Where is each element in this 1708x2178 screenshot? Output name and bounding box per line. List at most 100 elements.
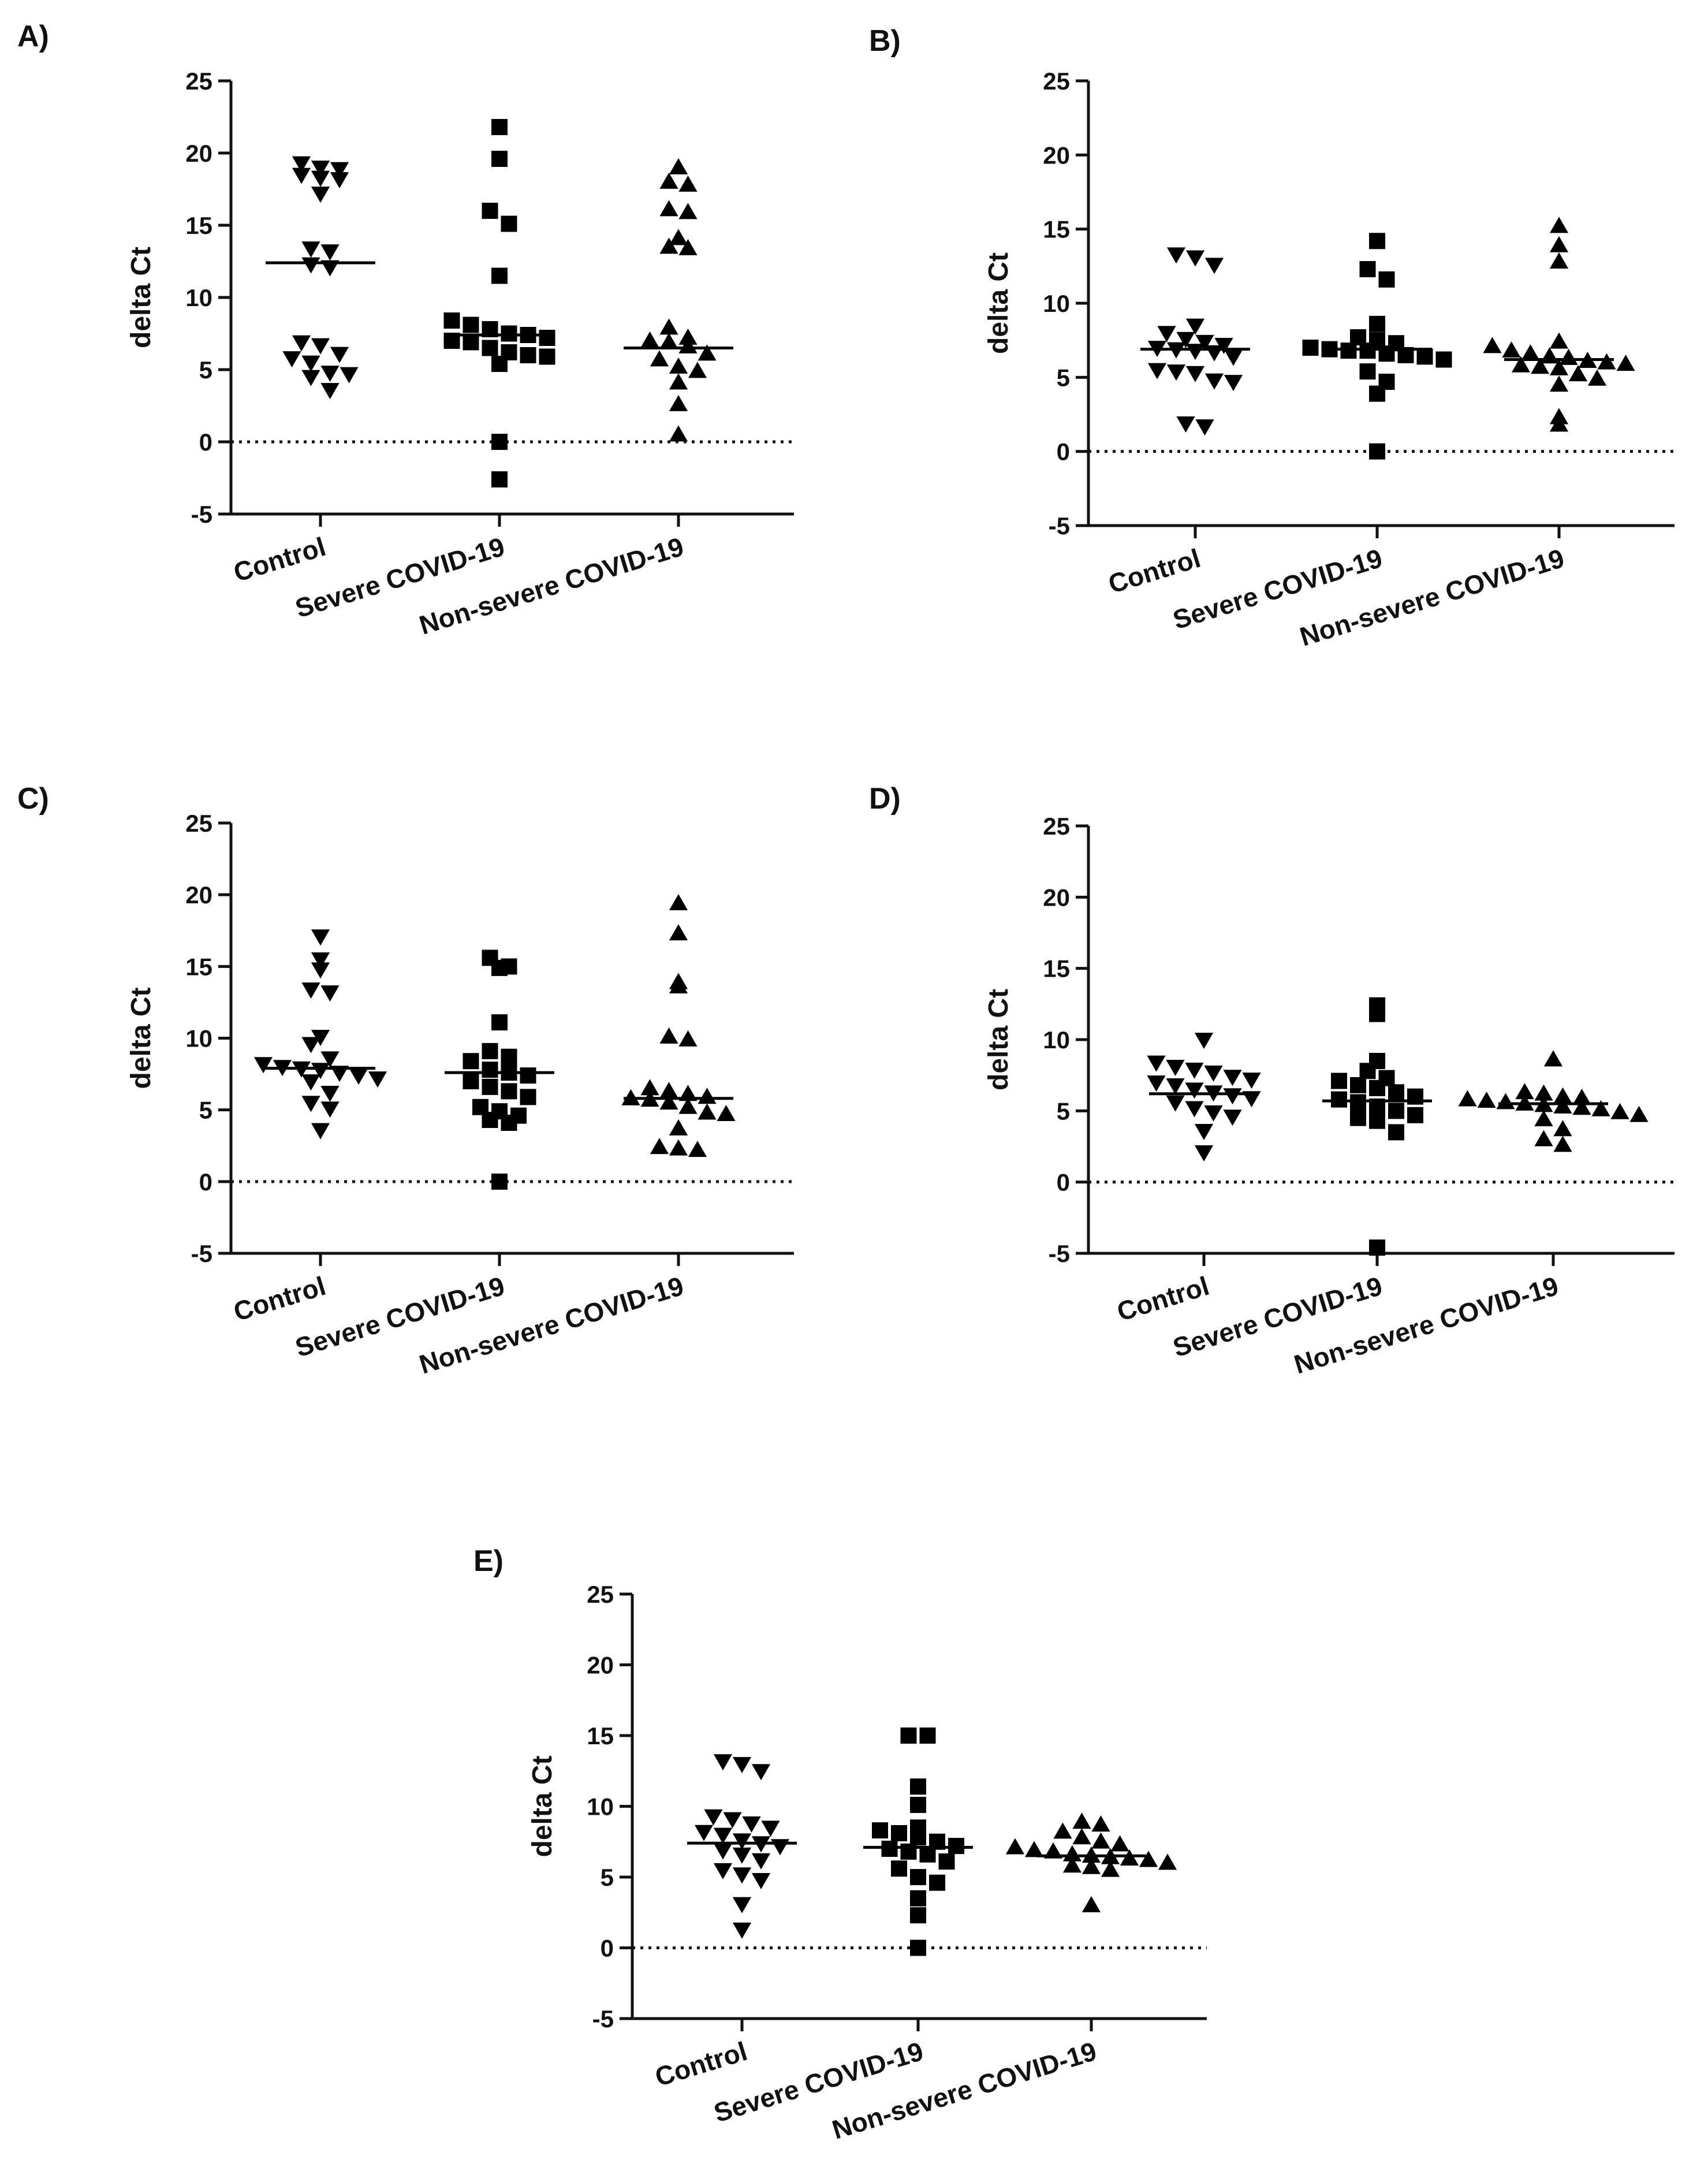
panel-label: A) xyxy=(17,20,49,53)
data-point xyxy=(1147,1055,1166,1072)
y-tick-label: 0 xyxy=(1057,438,1070,466)
data-point xyxy=(482,1043,498,1059)
data-point xyxy=(1388,1124,1404,1141)
series-control xyxy=(1147,1033,1261,1161)
data-point xyxy=(1185,1101,1204,1118)
data-point xyxy=(311,1123,330,1140)
x-category-label: Control xyxy=(1105,543,1204,600)
y-tick-label: 15 xyxy=(1043,955,1070,982)
data-point xyxy=(1072,1812,1091,1829)
data-point xyxy=(1369,443,1385,460)
data-point xyxy=(910,1869,926,1885)
series-severe-covid-19 xyxy=(1322,997,1432,1256)
data-point xyxy=(1072,1828,1091,1845)
data-point xyxy=(732,1922,752,1939)
data-point xyxy=(1194,1123,1214,1140)
data-point xyxy=(1416,348,1433,365)
data-point xyxy=(443,333,460,349)
data-point xyxy=(1157,326,1176,342)
data-point xyxy=(1549,375,1569,392)
data-point xyxy=(1223,1088,1242,1105)
y-tick-label: 0 xyxy=(1057,1169,1070,1196)
data-point xyxy=(751,1764,771,1781)
y-tick-label: 0 xyxy=(199,1168,212,1196)
data-point xyxy=(751,1873,771,1889)
data-point xyxy=(910,1890,926,1907)
data-point xyxy=(669,924,688,941)
data-point xyxy=(698,1103,717,1120)
data-point xyxy=(678,239,698,255)
data-point xyxy=(253,1057,273,1074)
data-point xyxy=(717,1105,736,1122)
data-point xyxy=(713,1827,733,1844)
y-tick-label: 20 xyxy=(185,881,212,909)
data-point xyxy=(659,318,678,335)
data-point xyxy=(320,1051,340,1068)
data-point xyxy=(463,1073,479,1089)
data-point xyxy=(472,1099,488,1115)
data-point xyxy=(520,347,536,363)
data-point xyxy=(1378,271,1395,288)
data-point xyxy=(1166,247,1186,264)
data-point xyxy=(482,950,498,966)
data-point xyxy=(1101,1860,1120,1877)
data-point xyxy=(311,929,330,946)
data-point xyxy=(301,982,320,999)
data-point xyxy=(1369,233,1385,250)
data-point xyxy=(669,1139,688,1156)
y-tick-label: 5 xyxy=(601,1864,614,1891)
data-point xyxy=(669,425,688,442)
y-axis-title: delta Ct xyxy=(983,252,1014,354)
data-point xyxy=(678,328,698,345)
data-point xyxy=(501,958,517,975)
data-point xyxy=(491,1173,508,1190)
series-control xyxy=(1140,247,1250,436)
data-point xyxy=(650,350,669,367)
y-tick-label: 10 xyxy=(185,284,212,311)
data-point xyxy=(463,1053,479,1070)
data-point xyxy=(1369,1239,1385,1256)
data-point xyxy=(770,1839,790,1856)
data-point xyxy=(698,344,717,361)
data-point xyxy=(742,1816,761,1833)
data-point xyxy=(713,1843,733,1860)
y-tick-label: 20 xyxy=(185,140,212,167)
data-point xyxy=(311,187,330,203)
data-point xyxy=(1540,347,1559,364)
data-point xyxy=(650,1138,669,1155)
x-category-label: Control xyxy=(651,2036,751,2093)
data-point xyxy=(1195,419,1214,436)
data-point xyxy=(311,952,330,969)
data-point xyxy=(282,351,301,368)
y-tick-label: 25 xyxy=(1043,813,1070,840)
data-point xyxy=(301,355,320,372)
data-point xyxy=(301,370,320,386)
y-tick-label: 15 xyxy=(1043,216,1070,243)
data-point xyxy=(929,1833,945,1850)
data-point xyxy=(669,1119,688,1135)
data-point xyxy=(1369,332,1385,349)
data-point xyxy=(751,1853,771,1870)
data-point xyxy=(1553,1087,1572,1104)
data-point xyxy=(292,156,311,173)
data-point xyxy=(1369,1098,1385,1115)
series-non-severe-covid-19 xyxy=(624,158,733,442)
data-point xyxy=(1166,1078,1185,1095)
data-point xyxy=(463,317,479,333)
data-point xyxy=(910,1939,926,1956)
y-tick-label: 20 xyxy=(1043,884,1070,911)
data-point xyxy=(330,162,349,178)
data-point xyxy=(1549,359,1569,375)
series-non-severe-covid-19 xyxy=(1483,217,1635,432)
data-point xyxy=(1350,329,1366,346)
data-point xyxy=(669,394,688,411)
y-tick-label: 20 xyxy=(587,1652,614,1679)
data-point xyxy=(1549,217,1569,233)
data-point xyxy=(891,1860,907,1877)
data-point xyxy=(1082,1857,1101,1874)
data-point xyxy=(1629,1105,1649,1122)
data-point xyxy=(910,1797,926,1814)
series-severe-covid-19 xyxy=(443,119,555,487)
data-point xyxy=(330,347,349,363)
